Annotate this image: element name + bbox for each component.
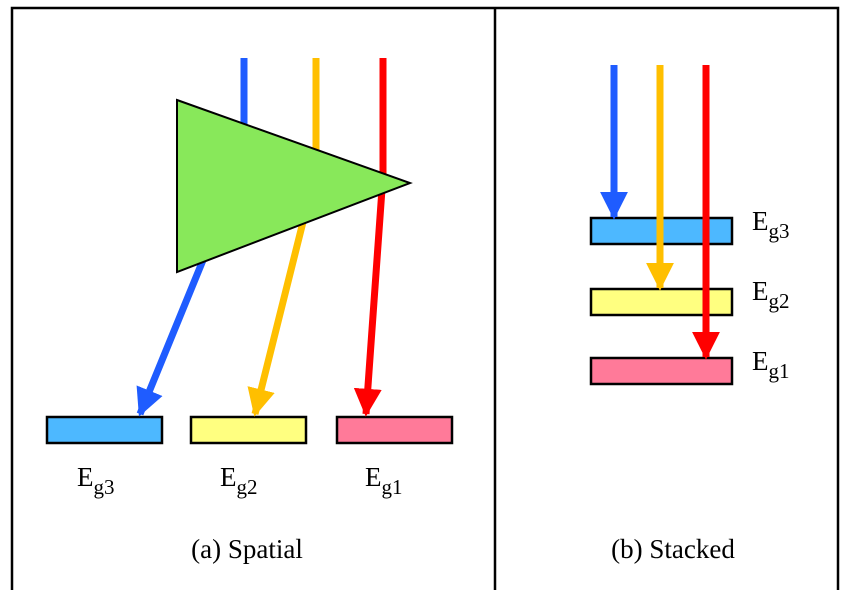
label-sub: g1 (382, 475, 403, 499)
label: Eg3 (752, 206, 790, 243)
red-ray (366, 58, 383, 414)
label-sub: g2 (237, 475, 258, 499)
label-sub: g1 (769, 359, 790, 383)
label-main: E (77, 462, 94, 492)
label-sub: g3 (769, 219, 790, 243)
label-main: E (365, 462, 382, 492)
bar-eg1 (337, 417, 452, 443)
bar-eg1 (591, 358, 732, 384)
caption: (b) Stacked (611, 534, 735, 564)
panel-spatial: Eg3 Eg2 Eg1 (a) Spatial (47, 58, 452, 564)
caption: (a) Spatial (191, 534, 303, 564)
label: Eg1 (752, 346, 790, 383)
label: Eg3 (77, 462, 115, 499)
label-main: E (752, 276, 769, 306)
label: Eg2 (220, 462, 258, 499)
label-main: E (220, 462, 237, 492)
label: Eg2 (752, 276, 790, 313)
label-sub: g2 (769, 289, 790, 313)
label-main: E (752, 206, 769, 236)
label-main: E (752, 346, 769, 376)
bar-eg3 (47, 417, 162, 443)
panel-stacked: Eg3 Eg2 Eg1 (b) Stacked (591, 65, 790, 564)
label-sub: g3 (94, 475, 115, 499)
bar-eg2 (591, 289, 732, 315)
diagram: Eg3 Eg2 Eg1 (a) Spatial Eg3 Eg2 Eg1 (b) … (0, 0, 849, 590)
bar-eg2 (191, 417, 306, 443)
label: Eg1 (365, 462, 403, 499)
